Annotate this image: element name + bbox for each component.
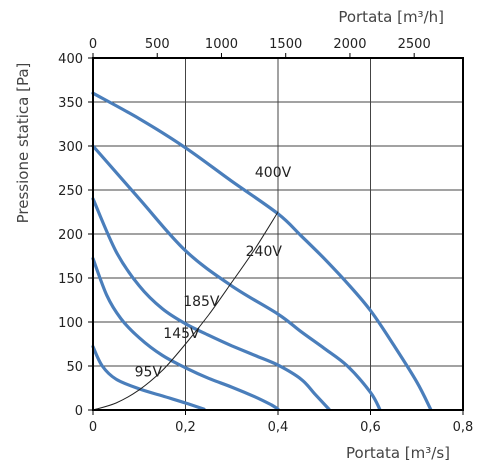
curve-labels: 95V 145V 185V 240V 400V	[135, 165, 292, 381]
x2-tick-label: 2500	[398, 37, 431, 52]
y-tick-label: 400	[58, 52, 83, 67]
x-tick-label: 0,2	[175, 420, 196, 435]
x2-tick-label: 500	[145, 37, 170, 52]
curve-400v	[91, 91, 433, 411]
y-tick-label: 250	[58, 184, 83, 199]
y-tick-label: 350	[58, 96, 83, 111]
curve-240v	[91, 144, 382, 411]
x-tick-label: 0,6	[360, 420, 381, 435]
curve-185v	[91, 197, 331, 411]
x-axis-title: Portata [m³/s]	[346, 444, 450, 462]
curve-label-185v: 185V	[183, 294, 220, 310]
x2-tick-label: 1000	[205, 37, 238, 52]
x2-tick-label: 0	[89, 37, 97, 52]
x2-tick-label: 1500	[269, 37, 302, 52]
y-tick-label: 300	[58, 140, 83, 155]
x-tick-label: 0,8	[453, 420, 474, 435]
y-tick-label: 100	[58, 316, 83, 331]
tick-labels: 0 0,2 0,4 0,6 0,8 0 50 100 150 200 250 300 350 400 0 50…	[58, 37, 473, 435]
y-tick-label: 0	[75, 404, 83, 419]
curves	[91, 91, 433, 411]
grid	[92, 57, 464, 411]
curve-label-95v: 95V	[135, 365, 163, 381]
y-tick-label: 50	[66, 360, 83, 375]
curve-label-145v: 145V	[163, 326, 200, 342]
curve-label-400v: 400V	[255, 165, 292, 181]
y-tick-label: 200	[58, 228, 83, 243]
y-axis-title: Pressione statica [Pa]	[14, 63, 32, 224]
curve-95v	[91, 345, 206, 411]
curve-label-240v: 240V	[246, 244, 283, 260]
x-tick-label: 0,4	[268, 420, 289, 435]
operating-line	[92, 211, 279, 411]
y-tick-label: 150	[58, 272, 83, 287]
x-tick-label: 0	[89, 420, 97, 435]
curve-145v	[91, 257, 280, 411]
x2-tick-label: 2000	[333, 37, 366, 52]
x2-axis-title: Portata [m³/h]	[338, 8, 444, 26]
